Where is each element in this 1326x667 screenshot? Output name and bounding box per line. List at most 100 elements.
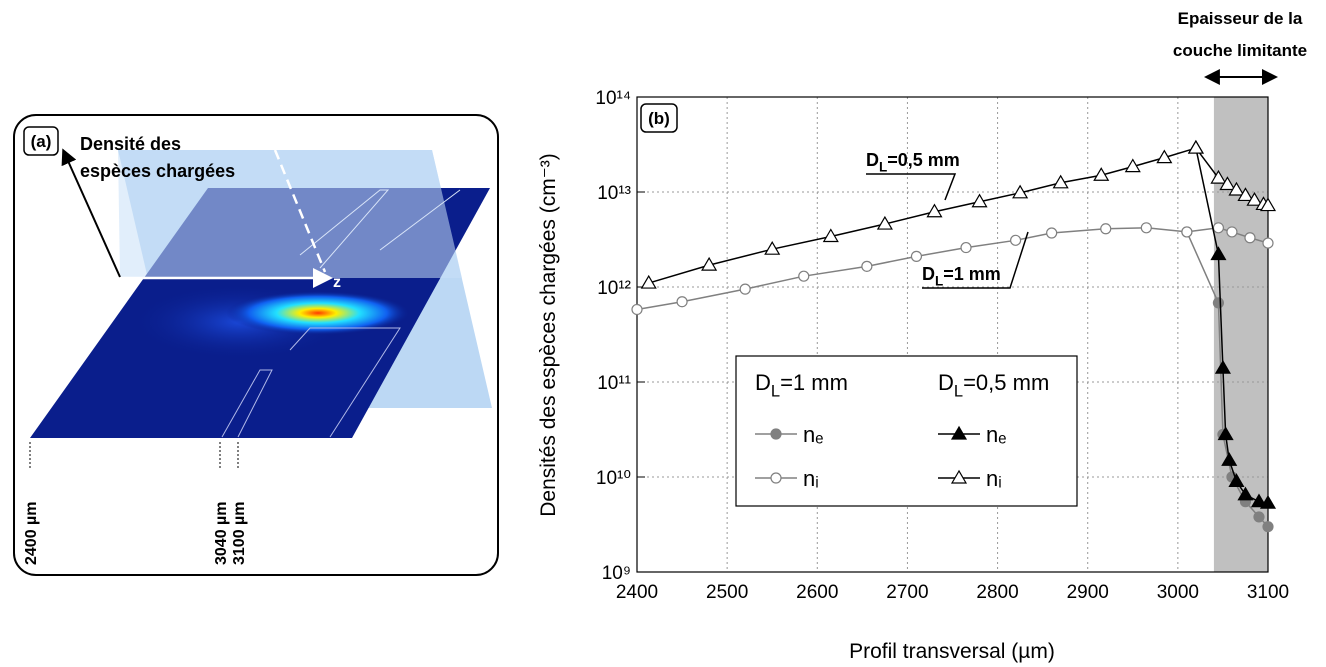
marker [1009,234,1022,246]
plot-frame [636,96,1269,573]
marker [1217,426,1234,441]
marker [676,296,688,308]
y-tick-label: 10¹² [597,278,631,299]
marker [764,241,781,255]
marker [1259,197,1277,212]
label-symbol: D [922,264,935,284]
leader-line [866,173,957,201]
marker [1212,222,1225,234]
marker [1221,452,1238,466]
label-symbol: D [755,370,771,395]
label-subscript: L [954,383,963,401]
plane-overlap [118,150,462,278]
electrode-outline [299,189,390,269]
label-subscript: L [771,383,780,401]
marker [1226,226,1238,238]
marker [1219,176,1236,191]
marker [1237,187,1254,202]
label-subscript: L [879,159,887,174]
marker [1228,473,1245,487]
legend-box [735,355,1078,507]
marker [910,250,923,262]
legend-label: nᵢ [986,466,1002,491]
marker [701,256,718,271]
label-symbol: D [938,370,954,395]
marker [798,270,810,282]
label-subscript: L [935,273,943,288]
marker [1237,486,1254,501]
density-axis [61,148,121,278]
legend-label: nₑ [986,422,1006,447]
position-label: 3100 µm [231,502,248,565]
marker [926,203,943,218]
x-axis-label: Profil transversal (µm) [849,640,1055,663]
y-tick-label: 10¹¹ [597,373,631,394]
legend-label: nₑ [803,422,823,447]
marker [1228,181,1245,196]
marker [1210,246,1227,261]
label-text: =0,5 mm [887,150,960,170]
marker [876,215,893,230]
marker [1052,174,1069,189]
marker [1259,495,1277,509]
marker [1156,149,1173,164]
marker [1253,511,1265,523]
legend-heading: DL=1 mm [755,370,848,401]
electrode-outline [379,189,461,251]
y-tick-label: 10¹³ [597,183,631,204]
marker [1046,227,1058,239]
panel-label: (a) [31,132,52,151]
marker [1181,226,1193,238]
region-label: couche limitante [1173,41,1307,60]
marker [1246,191,1263,206]
position-label: 2400 µm [23,502,40,565]
marker [1210,169,1227,184]
curve-annotation: DL=0,5 mm [866,150,960,174]
marker [1244,232,1256,244]
x-tick-label: 2600 [796,582,838,603]
x-tick-label: 2500 [706,582,748,603]
marker [1100,223,1112,235]
x-tick-label: 2700 [886,582,928,603]
legend-marker [950,469,968,484]
label-symbol: D [866,150,879,170]
marker [1250,493,1268,508]
marker [1187,139,1204,154]
marker [1214,359,1231,374]
x-tick-label: 3100 [1247,582,1289,603]
marker [1093,167,1110,181]
marker [1140,222,1152,234]
label-text: =0,5 mm [963,370,1049,395]
y-tick-label: 10⁹ [602,563,631,584]
marker [1212,297,1225,309]
region-label: Epaisseur de la [1178,9,1303,28]
dashed-guide [273,149,327,273]
x-tick-label: 2800 [976,582,1018,603]
legend-marker [950,425,968,440]
electrode-outline [221,369,273,438]
axis-title: Densité des [80,134,181,154]
y-axis-label: Densités des espèces chargées (cm⁻³) [537,153,560,517]
curve-annotation: DL=1 mm [922,264,1001,288]
marker [861,260,873,272]
axis-title: espèces chargées [80,161,235,181]
panel-a: (a) Densité des espèces chargées z 2400 … [13,114,499,576]
legend-label: nᵢ [803,466,819,491]
legend-heading: DL=0,5 mm [938,370,1049,401]
panel-label-box [640,103,678,133]
panel-label-box [23,126,59,156]
marker [822,228,839,243]
label-text: =1 mm [943,264,1001,284]
x-tick-label: 3000 [1157,582,1199,603]
leader-line [922,231,1029,289]
legend-marker [770,428,782,440]
label-text: =1 mm [780,370,848,395]
series-line [636,227,1269,311]
panel-label: (b) [648,109,670,128]
marker [1262,237,1274,249]
marker [1262,521,1274,533]
y-tick-label: 10¹⁰ [596,468,631,489]
marker [631,303,643,316]
legend-marker [770,472,782,484]
